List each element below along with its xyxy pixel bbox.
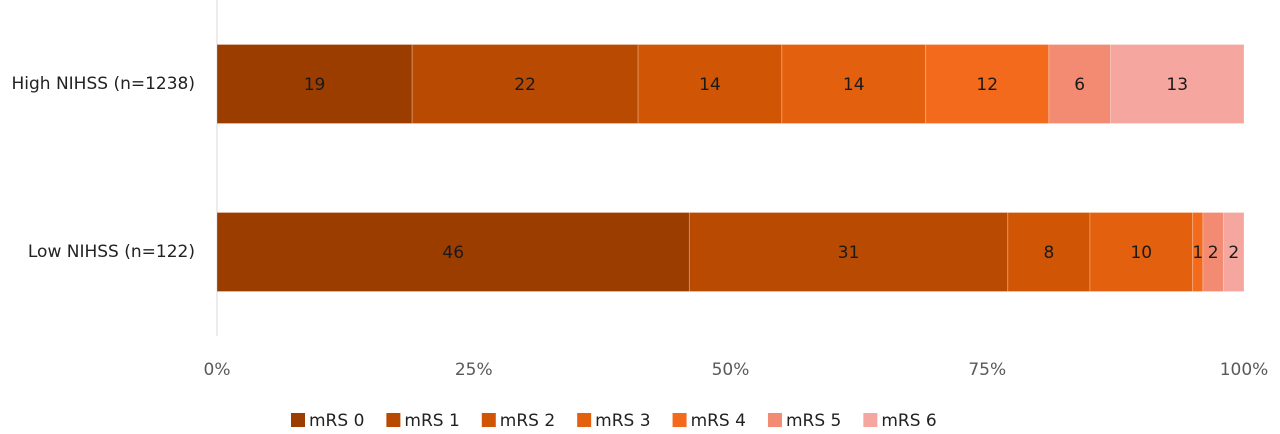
bar-segment (1089, 212, 1194, 292)
bar-segment (1048, 44, 1111, 124)
data-label: 12 (976, 75, 998, 95)
y-tick-label: Low NIHSS (n=122) (28, 242, 195, 262)
data-label: 14 (843, 75, 865, 95)
data-label: 31 (838, 243, 860, 263)
data-label: 6 (1074, 75, 1085, 95)
bar-segment (1109, 44, 1245, 124)
data-label: 19 (304, 75, 326, 95)
data-label: 2 (1228, 243, 1239, 263)
x-tick-label: 0% (204, 360, 231, 380)
legend-label: mRS 1 (404, 411, 459, 431)
legend-swatch (767, 413, 782, 427)
legend-swatch (577, 413, 592, 427)
bar-segment (1007, 212, 1091, 292)
bar-segment (1222, 212, 1245, 292)
legend-label: mRS 0 (309, 411, 364, 431)
legend-swatch (863, 413, 878, 427)
data-label: 13 (1166, 75, 1188, 95)
legend-swatch (672, 413, 687, 427)
x-tick-label: 50% (712, 360, 750, 380)
legend-label: mRS 3 (595, 411, 650, 431)
data-label: 10 (1130, 243, 1152, 263)
bar-segment (216, 44, 413, 124)
legend-label: mRS 5 (786, 411, 841, 431)
bar-segment (411, 44, 639, 124)
data-label: 2 (1208, 243, 1219, 263)
legend-label: mRS 6 (881, 411, 936, 431)
bar-segment (216, 212, 690, 292)
legend-swatch (481, 413, 496, 427)
bar-segment (637, 44, 783, 124)
legend-swatch (386, 413, 401, 427)
x-tick-label: 75% (968, 360, 1006, 380)
data-label: 14 (699, 75, 721, 95)
x-tick-label: 25% (455, 360, 493, 380)
legend-swatch (291, 413, 305, 427)
legend-label: mRS 4 (691, 411, 746, 431)
data-label: 46 (442, 243, 464, 263)
data-label: 8 (1043, 243, 1054, 263)
data-label: 1 (1192, 243, 1203, 263)
legend-label: mRS 2 (500, 411, 555, 431)
y-tick-label: High NIHSS (n=1238) (11, 74, 195, 94)
x-tick-label: 100% (1220, 360, 1269, 380)
data-label: 22 (514, 75, 536, 95)
bar-segment (688, 212, 1009, 292)
